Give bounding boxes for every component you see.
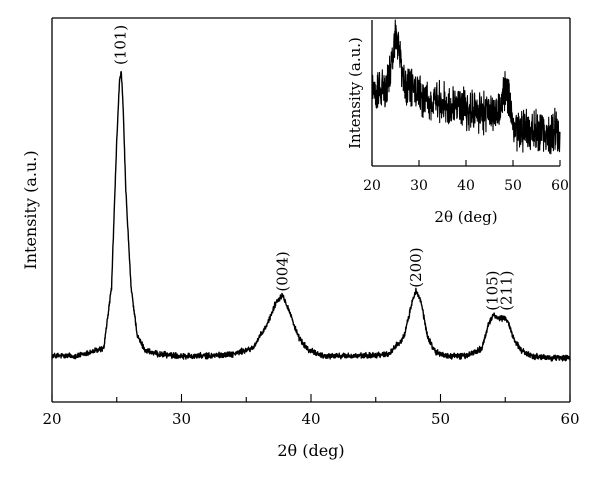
peak-label: (004) xyxy=(274,251,292,291)
x-tick-label: 40 xyxy=(301,410,320,428)
x-tick-label: 20 xyxy=(363,178,381,194)
x-tick-label: 30 xyxy=(172,410,191,428)
y-axis-label: Intensity (a.u.) xyxy=(346,37,364,149)
inset-xrd-pattern-line xyxy=(371,19,561,155)
peak-label: (101) xyxy=(112,25,130,65)
x-tick-label: 50 xyxy=(504,178,522,194)
y-axis-label: Intensity (a.u.) xyxy=(21,150,40,269)
peak-label: (200) xyxy=(407,247,425,287)
x-axis-label: 2θ (deg) xyxy=(277,441,344,460)
xrd-pattern-line xyxy=(51,70,571,362)
x-tick-label: 20 xyxy=(42,410,61,428)
x-tick-label: 50 xyxy=(431,410,450,428)
x-axis-label: 2θ (deg) xyxy=(434,208,497,226)
x-tick-label: 40 xyxy=(457,178,475,194)
peak-label: (211) xyxy=(498,270,516,310)
peak-label: (105) xyxy=(483,270,501,310)
x-tick-label: 60 xyxy=(560,410,579,428)
x-tick-label: 30 xyxy=(410,178,428,194)
inset-plot: 20 30 40 50 60 2θ (deg) Intensity (a.u.) xyxy=(346,19,569,226)
main-plot: 20 30 40 50 60 2θ (deg) Intensity (a.u.) (101) (… xyxy=(21,17,580,460)
x-tick-label: 60 xyxy=(551,178,569,194)
